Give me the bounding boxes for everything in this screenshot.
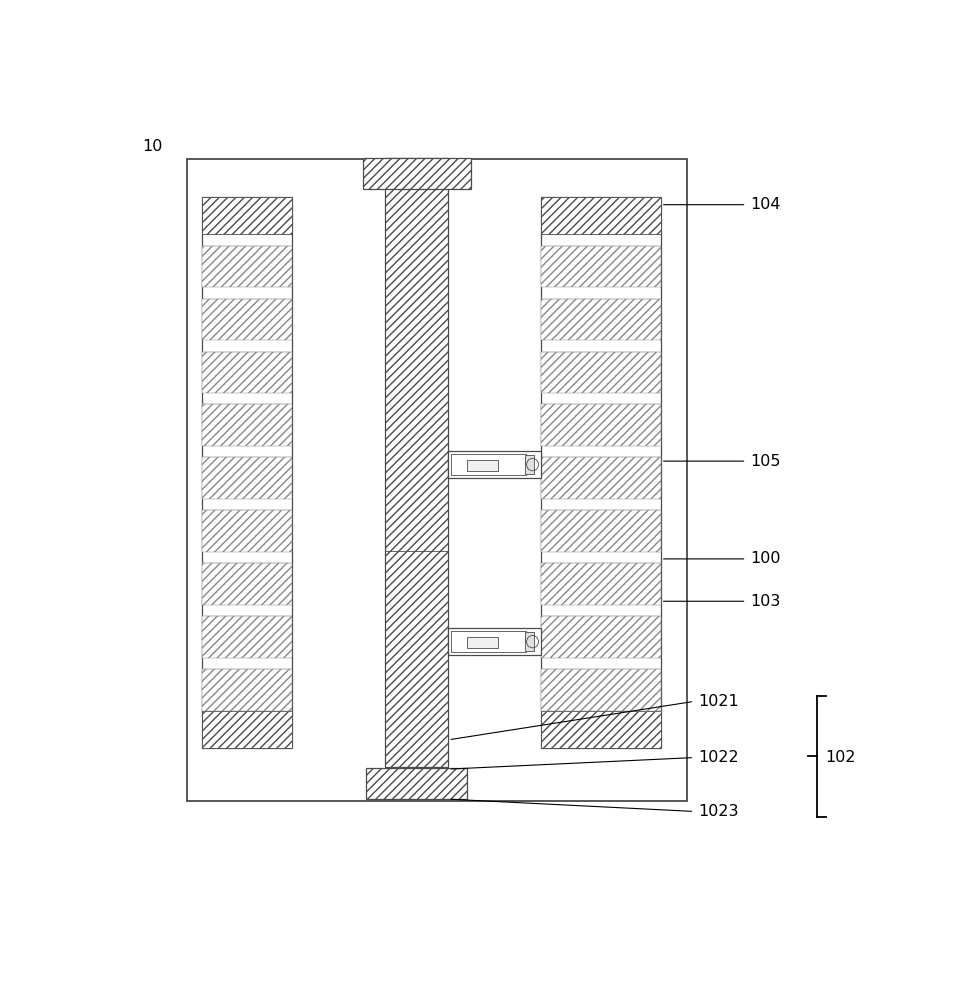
Text: 105: 105 (750, 454, 780, 469)
Bar (202, 457, 291, 499)
Text: 1021: 1021 (698, 694, 738, 709)
Bar (384, 158, 448, 767)
Bar (202, 197, 291, 748)
Bar (466, 637, 498, 648)
Bar (541, 246, 660, 287)
Bar (541, 457, 660, 499)
Bar (541, 616, 660, 658)
Text: 1023: 1023 (698, 804, 738, 819)
Bar (541, 299, 660, 340)
Text: 100: 100 (750, 551, 780, 566)
Bar (451, 631, 526, 652)
Bar (525, 455, 533, 474)
Bar (448, 628, 541, 655)
Bar (202, 669, 291, 711)
Bar (366, 768, 466, 799)
Bar (202, 563, 291, 605)
Bar (202, 616, 291, 658)
Bar (187, 159, 686, 801)
Bar (202, 404, 291, 446)
Bar (202, 711, 291, 748)
Bar (362, 158, 470, 189)
Bar (202, 352, 291, 393)
Bar (541, 404, 660, 446)
Bar (202, 299, 291, 340)
Bar (525, 632, 533, 651)
Bar (541, 711, 660, 748)
Bar (541, 197, 660, 234)
Text: 104: 104 (750, 197, 780, 212)
Text: 102: 102 (824, 750, 854, 765)
Bar (202, 510, 291, 552)
Bar (541, 563, 660, 605)
Text: 10: 10 (142, 139, 162, 154)
Bar (541, 197, 660, 748)
Bar (451, 454, 526, 475)
Bar (541, 510, 660, 552)
Bar (202, 197, 291, 234)
Bar (541, 669, 660, 711)
Bar (541, 352, 660, 393)
Bar (448, 451, 541, 478)
Text: 103: 103 (750, 594, 779, 609)
Bar (466, 460, 498, 471)
Text: 1022: 1022 (698, 750, 738, 765)
Bar (202, 246, 291, 287)
